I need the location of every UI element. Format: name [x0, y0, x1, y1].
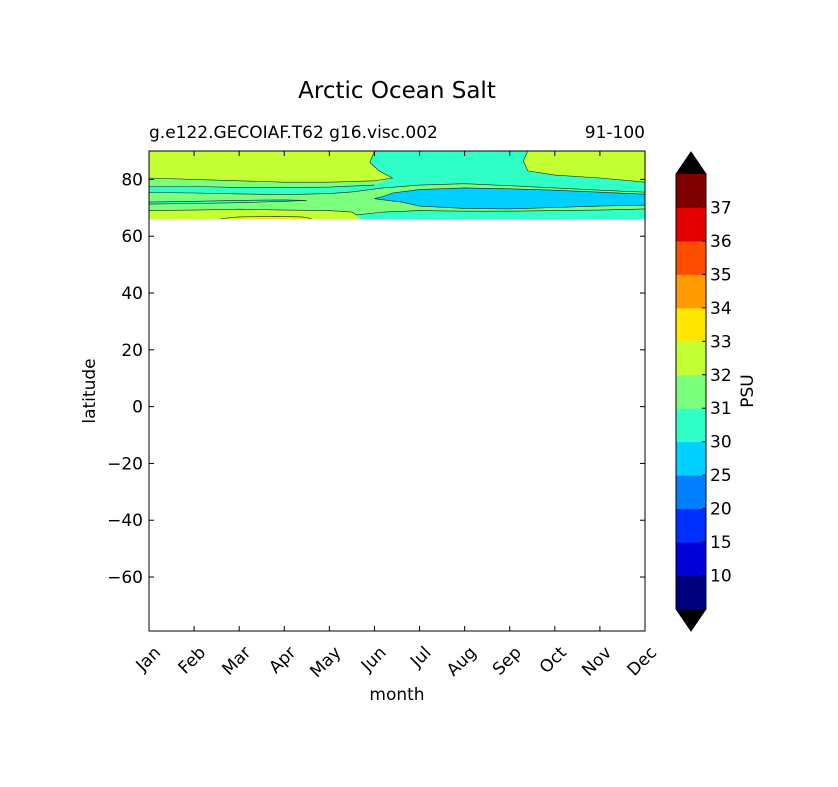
colorbar-over-triangle — [676, 152, 706, 174]
colorbar-band-3 — [676, 475, 706, 510]
x-tick-label-Sep: Sep — [489, 643, 526, 680]
contour-region-30-31-5 — [356, 208, 645, 220]
colorbar-band-9 — [676, 274, 706, 309]
y-tick-label-1: 60 — [121, 227, 143, 247]
x-axis-label: month — [369, 685, 424, 705]
x-tick-label-Oct: Oct — [536, 643, 571, 678]
chart-subtitle-right: 91-100 — [585, 123, 645, 143]
contour-region-32-33-2 — [523, 151, 645, 183]
contour-line-7 — [148, 208, 646, 216]
contour-region-32-33-3 — [149, 209, 361, 220]
colorbar-tick-label-10: 10 — [710, 567, 732, 587]
colorbar-band-2 — [676, 508, 706, 543]
colorbar-band-5 — [676, 408, 706, 443]
y-tick-label-4: 0 — [132, 398, 143, 418]
y-tick-label-3: 20 — [121, 341, 143, 361]
contour-line-4 — [374, 198, 646, 210]
x-tick-label-Apr: Apr — [265, 643, 300, 678]
y-axis-label: latitude — [80, 358, 100, 423]
colorbar — [675, 151, 707, 632]
colorbar-tick-label-36: 36 — [710, 232, 732, 252]
colorbar-tick-label-37: 37 — [710, 198, 732, 218]
colorbar-tick-label-30: 30 — [710, 433, 732, 453]
chart-title: Arctic Ocean Salt — [298, 78, 496, 104]
colorbar-tick-labels: 10 15 20 25 30 31 32 33 34 35 36 37 — [710, 198, 732, 586]
y-tick-labels: 80 60 40 20 0 −20 −40 −60 — [107, 170, 143, 588]
contour-lines — [148, 150, 646, 219]
colorbar-label: PSU — [738, 374, 758, 408]
colorbar-band-0 — [676, 575, 706, 610]
colorbar-band-7 — [676, 341, 706, 376]
x-tick-label-Feb: Feb — [175, 643, 210, 678]
contour-line-8 — [221, 215, 312, 219]
plot-frame — [148, 150, 646, 632]
y-tick-label-0: 80 — [121, 170, 143, 190]
y-tick-label-6: −40 — [107, 511, 143, 531]
plot-background — [149, 151, 645, 631]
x-tick-label-Aug: Aug — [443, 643, 481, 681]
x-tick-label-Mar: Mar — [218, 643, 255, 680]
contour-line-1 — [522, 150, 646, 183]
contour-region-32-33-1 — [149, 151, 393, 183]
contour-line-0 — [148, 150, 394, 183]
x-tick-label-Jul: Jul — [406, 643, 435, 672]
colorbar-outline — [675, 151, 707, 632]
colorbar-tick-label-15: 15 — [710, 533, 732, 553]
x-tick-label-Dec: Dec — [624, 643, 661, 680]
colorbar-tick-label-35: 35 — [710, 265, 732, 285]
colorbar-under-triangle — [676, 609, 706, 631]
plot-area — [148, 150, 646, 632]
contour-line-5 — [374, 187, 646, 199]
colorbar-tick-label-32: 32 — [710, 366, 732, 386]
x-tick-label-Nov: Nov — [578, 643, 616, 681]
colorbar-band-10 — [676, 240, 706, 275]
colorbar-band-11 — [676, 207, 706, 242]
colorbar-tick-label-25: 25 — [710, 466, 732, 486]
colorbar-band-4 — [676, 441, 706, 476]
x-tick-label-May: May — [306, 643, 345, 682]
contour-region-30-31-6 — [149, 199, 307, 205]
y-tick-label-7: −60 — [107, 568, 143, 588]
contour-region-25-30-7 — [374, 187, 645, 209]
colorbar-tick-label-33: 33 — [710, 332, 732, 352]
contour-fills — [149, 151, 645, 220]
x-tick-label-Jun: Jun — [357, 643, 391, 677]
colorbar-tick-label-34: 34 — [710, 299, 732, 319]
colorbar-band-12 — [676, 174, 706, 208]
x-tick-labels: Jan Feb Mar Apr May Jun Jul Aug Sep Oct Nov Dec — [132, 643, 661, 682]
colorbar-band-6 — [676, 374, 706, 409]
y-tick-label-2: 40 — [121, 284, 143, 304]
contour-line-3 — [148, 183, 646, 196]
contour-line-6 — [148, 199, 307, 205]
contour-region-30-31-4 — [149, 151, 645, 195]
colorbar-tick-label-20: 20 — [710, 500, 732, 520]
colorbar-band-1 — [676, 542, 706, 577]
y-tick-label-5: −20 — [107, 454, 143, 474]
contour-line-2 — [149, 184, 375, 188]
colorbar-tick-label-31: 31 — [710, 399, 732, 419]
colorbar-band-8 — [676, 307, 706, 342]
chart-subtitle-left: g.e122.GECOIAF.T62 g16.visc.002 — [149, 123, 438, 143]
x-tick-label-Jan: Jan — [132, 643, 165, 676]
